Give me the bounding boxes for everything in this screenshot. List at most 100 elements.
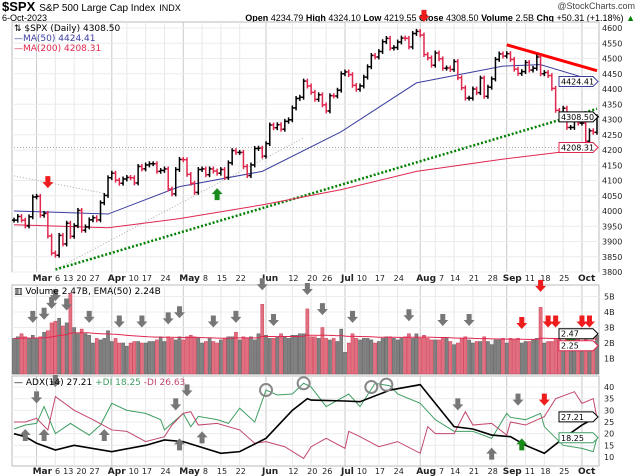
price-bar bbox=[233, 148, 238, 155]
price-bar bbox=[49, 233, 54, 256]
volume-bar bbox=[256, 333, 261, 375]
price-bar bbox=[489, 76, 494, 90]
volume-bar bbox=[46, 330, 50, 375]
volume-bar bbox=[264, 335, 268, 375]
price-bar bbox=[534, 54, 539, 71]
arrow-down-icon bbox=[38, 307, 50, 320]
arrow-down-icon bbox=[31, 391, 43, 404]
volume-bar bbox=[19, 333, 24, 375]
price-bar bbox=[192, 180, 197, 195]
price-bar bbox=[354, 82, 359, 92]
volume-bar bbox=[219, 339, 223, 375]
open-value: 4234.79 bbox=[270, 13, 304, 23]
bar-chart-icon: ▥ bbox=[14, 287, 23, 297]
volume-bar bbox=[241, 336, 246, 375]
volume-bar bbox=[512, 339, 517, 375]
volume-bar bbox=[519, 342, 524, 375]
ma200-last-tag-box bbox=[558, 141, 599, 153]
plus-di-line bbox=[13, 382, 598, 453]
volume-bar bbox=[125, 345, 129, 375]
price-tick: 4200 bbox=[602, 146, 622, 155]
price-bar bbox=[568, 124, 573, 130]
price-bar bbox=[305, 78, 310, 89]
volume-tick: 4B bbox=[604, 308, 615, 317]
volume-bar bbox=[523, 341, 528, 375]
volume-bar bbox=[188, 335, 193, 375]
volume-bar bbox=[275, 336, 280, 375]
xtick-month: Oct bbox=[578, 274, 596, 284]
volume-bar bbox=[87, 335, 92, 375]
price-bar bbox=[549, 73, 554, 91]
adx-last-tag: 27.21 bbox=[558, 411, 599, 423]
price-bar bbox=[124, 175, 129, 182]
price-bar bbox=[425, 52, 430, 61]
volume-bar bbox=[403, 336, 407, 375]
volume-bar bbox=[346, 342, 351, 375]
price-legend: ⇅ $SPX (Daily) 4308.50 —MA(50) 4424.41 —… bbox=[14, 24, 120, 54]
price-bar bbox=[237, 150, 242, 155]
ma200-line bbox=[13, 146, 598, 229]
xtick-day: 15 bbox=[217, 467, 227, 476]
plus-di-last-tag: 18.25 bbox=[558, 432, 599, 444]
price-bar bbox=[15, 214, 20, 223]
price-bar bbox=[19, 214, 24, 223]
adx-tick: 35 bbox=[604, 395, 614, 404]
price-bar bbox=[215, 168, 220, 176]
price-bar bbox=[455, 59, 460, 81]
xtick-day: 10 bbox=[129, 274, 139, 283]
xtick-day: 13 bbox=[63, 467, 73, 476]
volume-bar bbox=[121, 342, 125, 375]
index-name: S&P 500 Large Cap Index bbox=[39, 3, 156, 14]
close-value: 4308.50 bbox=[446, 13, 479, 23]
adx-line bbox=[13, 383, 598, 455]
price-bar bbox=[452, 59, 457, 72]
volume-bar bbox=[166, 336, 171, 375]
price-bar bbox=[335, 87, 340, 99]
price-bar bbox=[64, 220, 69, 247]
price-bar bbox=[248, 162, 253, 179]
price-bar bbox=[331, 93, 336, 99]
arrow-down-icon bbox=[583, 315, 595, 328]
xtick-day: 25 bbox=[559, 274, 569, 283]
xtick-day: 20 bbox=[307, 467, 317, 476]
volume-last-tag: 2.47 bbox=[558, 328, 599, 340]
signal-circle-icon bbox=[296, 376, 311, 391]
price-bar bbox=[591, 128, 596, 135]
xtick-day: 17 bbox=[142, 467, 152, 476]
price-bar bbox=[102, 193, 107, 206]
ema-last-tag: 2.25 bbox=[558, 340, 599, 352]
volume-bar bbox=[388, 336, 392, 375]
volume-bar bbox=[305, 308, 310, 375]
volume-bar bbox=[553, 338, 558, 375]
price-bar bbox=[30, 194, 35, 220]
arrow-down-icon bbox=[576, 315, 588, 328]
price-bar bbox=[23, 217, 28, 229]
volume-legend: ▥ Volume 2.47B, EMA(50) 2.24B bbox=[14, 287, 161, 297]
close-last-tag-text: 4308.50 bbox=[561, 113, 594, 122]
xtick-day: 21 bbox=[469, 467, 479, 476]
volume-bar bbox=[504, 342, 509, 375]
volume-bar bbox=[140, 342, 144, 375]
volume-tick: 5B bbox=[604, 293, 615, 302]
price-bar bbox=[245, 164, 250, 179]
plus-di-legend: +DI 18.25 bbox=[95, 378, 141, 388]
volume-bar bbox=[170, 338, 174, 375]
source-credit[interactable]: @StockCharts.com bbox=[557, 1, 635, 11]
close-last-tag-box bbox=[558, 111, 599, 123]
volume-bar bbox=[147, 341, 152, 375]
ema-last-tag-box bbox=[558, 340, 599, 352]
volume-legend-title: Volume 2.47B, EMA(50) 2.24B bbox=[25, 287, 161, 297]
volume-bar bbox=[550, 341, 554, 375]
volume-bar bbox=[324, 338, 328, 375]
volume-bar bbox=[91, 342, 95, 375]
volume-bar bbox=[102, 338, 107, 375]
price-bar bbox=[200, 166, 205, 172]
price-bar bbox=[542, 70, 547, 77]
volume-bar bbox=[497, 339, 502, 375]
volume-bar bbox=[478, 341, 483, 375]
volume-bar bbox=[38, 336, 43, 375]
volume-bar bbox=[222, 338, 227, 375]
arrow-up-icon bbox=[486, 447, 498, 460]
xtick-day: 20 bbox=[307, 274, 317, 283]
